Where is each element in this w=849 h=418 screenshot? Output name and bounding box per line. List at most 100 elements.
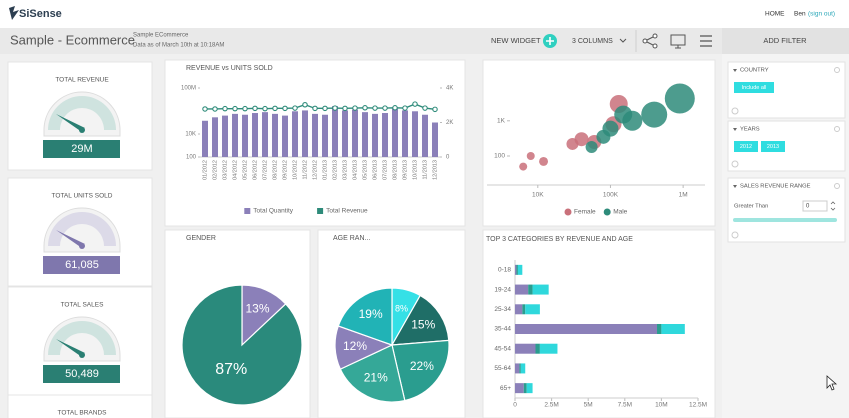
line-point	[382, 105, 388, 111]
kpi-value: 61,085	[65, 259, 99, 271]
y2-tick-label: 4K	[446, 86, 453, 92]
y-tick-label: 55-64	[494, 365, 511, 372]
y-tick-label: 0-18	[498, 267, 511, 274]
bar	[272, 113, 278, 157]
present-button[interactable]	[670, 34, 686, 49]
add-filter[interactable]: ADD FILTER	[763, 36, 807, 45]
bar	[342, 110, 348, 157]
new-widget[interactable]: NEW WIDGET	[491, 36, 541, 45]
bubble	[526, 151, 535, 160]
x-tick-label: 08/2013	[392, 160, 398, 180]
x-tick-label: 01/2012	[202, 160, 208, 180]
nav-home[interactable]: HOME	[765, 11, 785, 18]
gauge-hub	[79, 127, 85, 133]
x-tick-label: 100K	[603, 192, 619, 199]
filter-chip[interactable]	[734, 141, 758, 152]
gauge-needle	[56, 339, 85, 355]
x-tick-label: 10M	[655, 402, 668, 409]
widget-title: AGE RAN...	[333, 235, 370, 242]
range-slider[interactable]	[733, 218, 837, 222]
bar	[212, 117, 218, 157]
pie-slice	[390, 294, 450, 346]
menu-button[interactable]	[700, 35, 712, 47]
filter-chip[interactable]	[734, 82, 774, 93]
x-tick-label: 2.5M	[544, 402, 558, 409]
x-tick-label: 1M	[679, 192, 688, 199]
x-tick-label: 09/2012	[282, 160, 288, 180]
y2-tick-label: 0	[446, 155, 450, 161]
filter-chip-label: 2013	[767, 144, 779, 150]
bar-segment	[532, 284, 549, 295]
bar-segment	[526, 383, 533, 394]
toolbar	[0, 28, 722, 54]
legend-label: Female	[574, 209, 596, 216]
spinner-icon	[830, 201, 836, 211]
bar-segment	[661, 324, 685, 334]
x-tick-label: 06/2013	[372, 160, 378, 180]
y-tick-label: 100M	[181, 86, 196, 92]
bar	[352, 109, 358, 157]
line-point	[292, 105, 298, 111]
legend-label: Male	[613, 209, 627, 216]
x-tick-label: 02/2013	[332, 160, 338, 180]
widget-title: REVENUE vs UNITS SOLD	[186, 65, 273, 72]
gauge-needle	[56, 230, 85, 246]
filter-chip[interactable]	[761, 141, 785, 152]
line-point	[222, 105, 228, 112]
x-tick-label: 02/2012	[212, 160, 218, 180]
legend-swatch	[564, 208, 572, 216]
x-tick-label: 5M	[584, 402, 593, 409]
share-button[interactable]	[642, 33, 658, 49]
filter-chip-label: Include all	[742, 85, 767, 91]
y2-tick-label: 2K	[446, 120, 453, 126]
bar-segment	[515, 264, 517, 275]
line-point	[322, 105, 328, 112]
bar-segment	[515, 383, 524, 394]
filter-title: SALES REVENUE RANGE	[740, 184, 811, 190]
gauge-hub	[79, 352, 85, 358]
bar	[372, 113, 378, 157]
bar-segment	[525, 304, 540, 315]
x-tick-label: 11/2013	[422, 160, 428, 179]
pie-slice	[391, 339, 450, 402]
range-input[interactable]	[802, 200, 828, 212]
bar-segment	[520, 363, 526, 374]
x-tick-label: 05/2012	[242, 160, 248, 180]
filter-toggle	[834, 126, 840, 132]
widget-title: GENDER	[186, 235, 216, 242]
dashboard-title: Sample - Ecommerce	[10, 32, 135, 47]
bar-segment	[535, 343, 540, 354]
x-tick-label: 09/2013	[402, 160, 408, 180]
bar-segment	[517, 264, 523, 275]
line-point	[232, 105, 238, 112]
sign-out[interactable]: (sign out)	[808, 11, 835, 18]
logo-icon	[9, 6, 19, 20]
top-bar	[0, 0, 849, 28]
filter-header	[722, 28, 849, 54]
bar	[302, 110, 308, 157]
legend-swatch	[603, 208, 611, 216]
columns-select[interactable]: 3 COLUMNS	[572, 38, 613, 45]
line-point	[432, 106, 438, 113]
collapse-icon	[733, 185, 737, 188]
line-point	[402, 105, 408, 111]
line-point	[422, 105, 428, 111]
kpi-title: TOTAL REVENUE	[55, 77, 109, 84]
slice-label: 8%	[395, 304, 408, 314]
bar-segment	[515, 343, 536, 354]
x-tick-label: 10/2012	[292, 160, 298, 180]
line-point	[352, 105, 358, 111]
legend-label: Total Quantity	[253, 208, 293, 215]
bar	[392, 108, 398, 157]
x-tick-label: 12/2013	[432, 160, 438, 180]
bar-segment	[539, 343, 558, 354]
bar-segment	[523, 383, 527, 394]
line-point	[242, 105, 248, 112]
bar	[422, 114, 428, 157]
slice-label: 21%	[364, 370, 388, 384]
x-tick-label: 12.5M	[689, 402, 707, 409]
x-tick-label: 12/2012	[312, 160, 318, 180]
line-point	[392, 105, 398, 111]
